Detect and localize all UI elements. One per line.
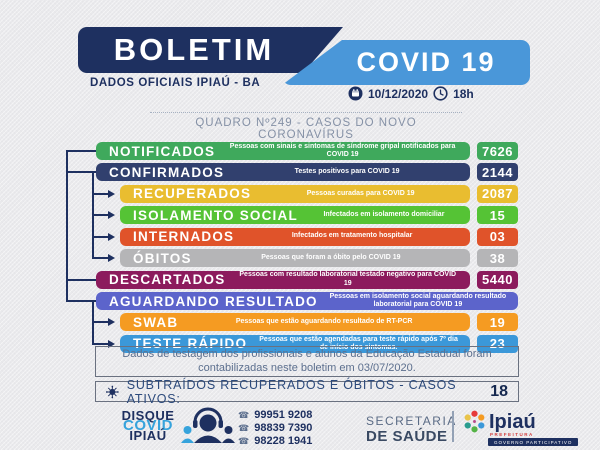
tree-line <box>92 235 108 238</box>
footer-divider <box>452 411 454 442</box>
row-descartados-value: 5440 <box>477 270 518 289</box>
row-isolamento-social-label: ISOLAMENTO SOCIAL <box>133 207 298 223</box>
tree-line <box>66 171 96 174</box>
covid-title: COVID 19 <box>356 47 496 77</box>
row-recuperados-description: Pessoas curadas para COVID 19 <box>306 189 415 197</box>
testing-note-text: Dados de testagem dos profissionais e al… <box>122 347 492 374</box>
row-teste-rapido-description: Pessoas que estão agendadas para teste r… <box>259 335 458 351</box>
row-swab-bar: SWAB Pessoas que estão aguardando resulta… <box>120 313 470 332</box>
row-obitos-bar: ÓBITOS Pessoas que foram a óbito pelo COV… <box>120 249 470 268</box>
tree-line <box>66 300 96 302</box>
row-aguardando-resultado-bar: AGUARDANDO RESULTADO Pessoas em isolament… <box>96 292 518 310</box>
row-swab-label: SWAB <box>133 314 179 330</box>
row-internados-value: 03 <box>477 227 518 246</box>
row-obitos-label: ÓBITOS <box>133 250 192 266</box>
ipiau-prefeitura-label: PREFEITURA <box>490 432 534 437</box>
clock-icon <box>433 86 448 101</box>
phone-number: 98839 7390 <box>254 422 313 434</box>
date-text: 10/12/2020 <box>368 86 429 101</box>
tree-line <box>92 214 108 217</box>
disque-line3: IPIAÚ <box>129 428 167 443</box>
row-obitos-value: 38 <box>477 249 518 268</box>
row-descartados-description: Pessoas com resultado laboratorial testa… <box>239 271 457 287</box>
row-descartados-label: DESCARTADOS <box>109 272 226 288</box>
row-internados-bar: INTERNADOS Infectados em tratamento hospi… <box>120 227 470 246</box>
active-cases-box: SUBTRAÍDOS RECUPERADOS E ÓBITOS - CASOS … <box>95 378 519 406</box>
phone-number: 99951 9208 <box>254 409 313 421</box>
tree-arrow-icon <box>108 232 115 241</box>
row-descartados-bar: DESCARTADOS Pessoas com resultado laborat… <box>96 270 470 289</box>
row-recuperados-label: RECUPERADOS <box>133 186 252 202</box>
virus-icon <box>106 385 119 398</box>
phone-row: ☎ 98839 7390 <box>238 422 312 434</box>
secretaria-line2: DE SAÚDE <box>366 428 448 445</box>
row-internados-description: Infectados em tratamento hospitalar <box>291 232 413 240</box>
row-obitos-description: Pessoas que foram a óbito pelo COVID 19 <box>261 253 401 261</box>
row-aguardando-resultado-label: AGUARDANDO RESULTADO <box>109 293 318 309</box>
active-cases-value: 18 <box>490 382 508 400</box>
page-title: BOLETIM <box>113 32 275 67</box>
row-notificados-value: 7626 <box>477 142 518 160</box>
phone-icon: ☎ <box>238 409 250 420</box>
tree-line <box>92 321 108 324</box>
row-aguardando-resultado-description: Pessoas em isolamento social aguardando … <box>329 292 507 308</box>
row-teste-rapido-value: 23 <box>477 334 518 353</box>
disque-covid-logo: DISQUE COVID IPIAÚ <box>112 408 184 443</box>
phone-row: ☎ 99951 9208 <box>238 409 312 421</box>
row-recuperados-bar: RECUPERADOS Pessoas curadas para COVID 19 <box>120 184 470 203</box>
row-notificados-bar: NOTIFICADOS Pessoas com sinais e sintomas… <box>96 142 470 160</box>
ipiau-flower-icon <box>464 410 485 433</box>
date-time-line: 10/12/2020 18h <box>348 86 474 101</box>
row-confirmados-bar: CONFIRMADOS Testes positivos para COVID 1… <box>96 163 470 182</box>
time-text: 18h <box>453 86 474 101</box>
tree-arrow-icon <box>108 318 115 327</box>
row-confirmados-label: CONFIRMADOS <box>109 164 225 180</box>
official-data-subtitle: DADOS OFICIAIS IPIAÚ - BA <box>90 77 261 89</box>
phone-list: ☎ 99951 9208 ☎ 98839 7390 ☎ 98228 1941 <box>238 409 312 447</box>
tree-line <box>66 150 68 302</box>
row-isolamento-social-description: Infectados em isolamento domiciliar <box>323 211 445 219</box>
tree-line <box>92 342 108 345</box>
phone-number: 98228 1941 <box>254 435 313 447</box>
row-notificados-description: Pessoas com sinais e sintomas de síndrom… <box>229 142 456 158</box>
tree-line <box>66 150 96 152</box>
phone-icon: ☎ <box>238 422 250 433</box>
row-confirmados-value: 2144 <box>477 163 518 182</box>
row-confirmados-description: Testes positivos para COVID 19 <box>294 168 400 176</box>
ipiau-name: Ipiaú <box>489 410 536 433</box>
call-center-icon <box>181 407 235 443</box>
secretaria-saude-logo: SECRETARIA DE SAÚDE <box>366 414 457 445</box>
row-swab-description: Pessoas que estão aguardando resultado d… <box>235 318 413 326</box>
calendar-icon <box>348 86 363 101</box>
phone-row: ☎ 98228 1941 <box>238 435 312 447</box>
testing-note-box: Dados de testagem dos profissionais e al… <box>95 346 519 377</box>
row-isolamento-social-bar: ISOLAMENTO SOCIAL Infectados em isolament… <box>120 206 470 225</box>
row-teste-rapido-label: TESTE RÁPIDO <box>133 336 248 352</box>
tree-line <box>92 192 108 195</box>
phone-icon: ☎ <box>238 435 250 446</box>
row-recuperados-value: 2087 <box>477 184 518 203</box>
tree-arrow-icon <box>108 339 115 348</box>
row-notificados-label: NOTIFICADOS <box>109 143 216 159</box>
row-internados-label: INTERNADOS <box>133 229 235 245</box>
tree-line <box>66 278 96 281</box>
active-cases-label: SUBTRAÍDOS RECUPERADOS E ÓBITOS - CASOS … <box>126 377 457 406</box>
ipiau-city-logo: Ipiaú PREFEITURA GOVERNO PARTICIPATIVO <box>462 409 579 446</box>
disque-line1: DISQUE <box>121 408 175 423</box>
tree-arrow-icon <box>108 189 115 198</box>
disque-line2: COVID <box>122 417 173 434</box>
row-teste-rapido-bar: TESTE RÁPIDO Pessoas que estão agendadas … <box>120 334 470 353</box>
ipiau-banner: GOVERNO PARTICIPATIVO <box>488 438 579 446</box>
tree-arrow-icon <box>108 211 115 220</box>
secretaria-line1: SECRETARIA <box>366 414 457 428</box>
boletim-flag: BOLETIM <box>78 27 310 73</box>
row-isolamento-social-value: 15 <box>477 206 518 225</box>
tree-line <box>92 257 108 260</box>
quadro-caption: QUADRO Nº249 - CASOS DO NOVO CORONAVÍRUS <box>150 112 462 146</box>
row-swab-value: 19 <box>477 313 518 332</box>
tree-arrow-icon <box>108 254 115 263</box>
